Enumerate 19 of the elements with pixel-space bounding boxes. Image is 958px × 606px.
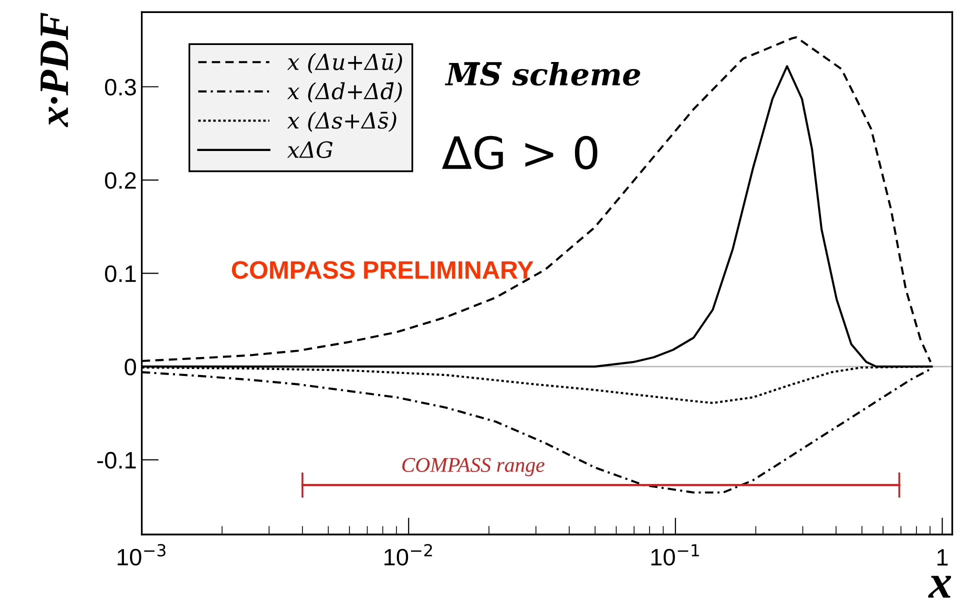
x-tick-label: 10$^{−1}$ (651, 544, 699, 566)
legend-label: x (Δs+Δs̄) (287, 112, 396, 132)
x-tick-label: 10$^{−2}$ (384, 544, 432, 566)
legend-label: xΔG (287, 141, 333, 158)
y-tick-label: 0.2 (105, 172, 136, 189)
legend-label: x (Δd+Δd̄) (287, 82, 402, 103)
annotation: ΔG > 0 (442, 136, 598, 170)
annotation: COMPASS PRELIMINARY (232, 261, 534, 279)
y-tick-label: 0 (124, 358, 136, 376)
legend-label: x (Δu+Δū) (287, 53, 402, 74)
annotation: COMPASS range (402, 458, 544, 476)
y-tick-label: 0.3 (105, 78, 136, 96)
x-tick-label: 1 (938, 549, 948, 566)
y-axis-title: x·PDF (40, 12, 68, 128)
annotation: M̅S̅ scheme (444, 62, 640, 86)
y-tick-label: -0.1 (97, 452, 136, 469)
y-tick-label: 0.1 (105, 265, 136, 282)
x-tick-label: 10$^{−3}$ (118, 544, 166, 566)
x-axis-title: x (928, 576, 952, 598)
